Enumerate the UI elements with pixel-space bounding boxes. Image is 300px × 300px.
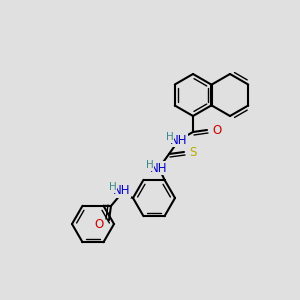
Text: H: H xyxy=(166,132,174,142)
Text: O: O xyxy=(95,218,104,232)
Text: S: S xyxy=(189,146,196,158)
Text: H: H xyxy=(146,160,154,170)
Text: NH: NH xyxy=(170,134,188,146)
Text: NH: NH xyxy=(113,184,131,197)
Text: NH: NH xyxy=(150,161,168,175)
Text: H: H xyxy=(109,182,117,192)
Text: O: O xyxy=(212,124,221,136)
